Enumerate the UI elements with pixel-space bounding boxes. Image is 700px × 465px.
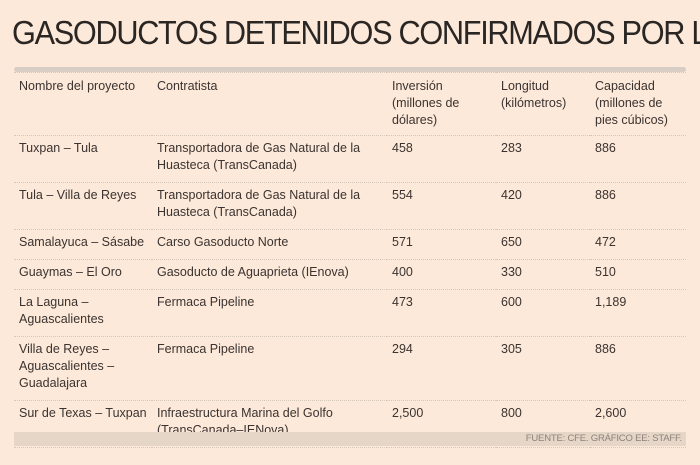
cell-inversion: 473 <box>387 289 496 337</box>
source-footer: FUENTE: CFE. GRÁFICO EE: STAFF. <box>14 432 686 446</box>
cell-contratista: Transportadora de Gas Natural de la Huas… <box>152 182 387 230</box>
table-header-row: Nombre del proyecto Contratista Inversió… <box>14 72 686 136</box>
cell-longitud: 330 <box>496 259 590 290</box>
cell-inversion: 571 <box>387 229 496 260</box>
cell-proyecto: Villa de Reyes – Aguascalientes – Guadal… <box>14 336 152 401</box>
cell-contratista: Carso Gasoducto Norte <box>152 229 387 260</box>
cell-contratista: Fermaca Pipeline <box>152 289 387 337</box>
source-text: FUENTE: CFE. GRÁFICO EE: STAFF. <box>525 433 682 444</box>
cell-longitud: 650 <box>496 229 590 260</box>
table-row: Guaymas – El Oro Gasoducto de Aguaprieta … <box>14 259 686 290</box>
header-capacidad: Capacidad (millones de pies cúbicos) <box>590 72 686 136</box>
cell-longitud: 283 <box>496 135 590 183</box>
cell-longitud: 305 <box>496 336 590 401</box>
cell-contratista: Fermaca Pipeline <box>152 336 387 401</box>
cell-inversion: 458 <box>387 135 496 183</box>
table-row: Samalayuca – Sásabe Carso Gasoducto Norte… <box>14 229 686 260</box>
pipelines-table: Nombre del proyecto Contratista Inversió… <box>14 72 686 448</box>
cell-capacidad: 886 <box>590 182 686 230</box>
cell-capacidad: 886 <box>590 135 686 183</box>
cell-contratista: Gasoducto de Aguaprieta (IEnova) <box>152 259 387 290</box>
cell-contratista: Transportadora de Gas Natural de la Huas… <box>152 135 387 183</box>
header-proyecto: Nombre del proyecto <box>14 72 152 136</box>
cell-proyecto: Guaymas – El Oro <box>14 259 152 290</box>
title-divider <box>14 67 686 72</box>
table-row: Tuxpan – Tula Transportadora de Gas Natur… <box>14 135 686 183</box>
cell-capacidad: 472 <box>590 229 686 260</box>
cell-proyecto: Tula – Villa de Reyes <box>14 182 152 230</box>
cell-capacidad: 886 <box>590 336 686 401</box>
cell-proyecto: La Laguna – Aguascalientes <box>14 289 152 337</box>
cell-inversion: 294 <box>387 336 496 401</box>
table-row: La Laguna – Aguascalientes Fermaca Pipeli… <box>14 289 686 337</box>
cell-capacidad: 510 <box>590 259 686 290</box>
header-inversion: Inversión (millones de dólares) <box>387 72 496 136</box>
table-row: Villa de Reyes – Aguascalientes – Guadal… <box>14 336 686 401</box>
table-row: Tula – Villa de Reyes Transportadora de G… <box>14 182 686 230</box>
cell-longitud: 420 <box>496 182 590 230</box>
header-longitud: Longitud (kilómetros) <box>496 72 590 136</box>
cell-longitud: 600 <box>496 289 590 337</box>
cell-proyecto: Tuxpan – Tula <box>14 135 152 183</box>
cell-inversion: 554 <box>387 182 496 230</box>
page-title: GASODUCTOS DETENIDOS CONFIRMADOS POR LA … <box>12 14 700 51</box>
cell-capacidad: 1,189 <box>590 289 686 337</box>
header-contratista: Contratista <box>152 72 387 136</box>
cell-proyecto: Samalayuca – Sásabe <box>14 229 152 260</box>
cell-inversion: 400 <box>387 259 496 290</box>
